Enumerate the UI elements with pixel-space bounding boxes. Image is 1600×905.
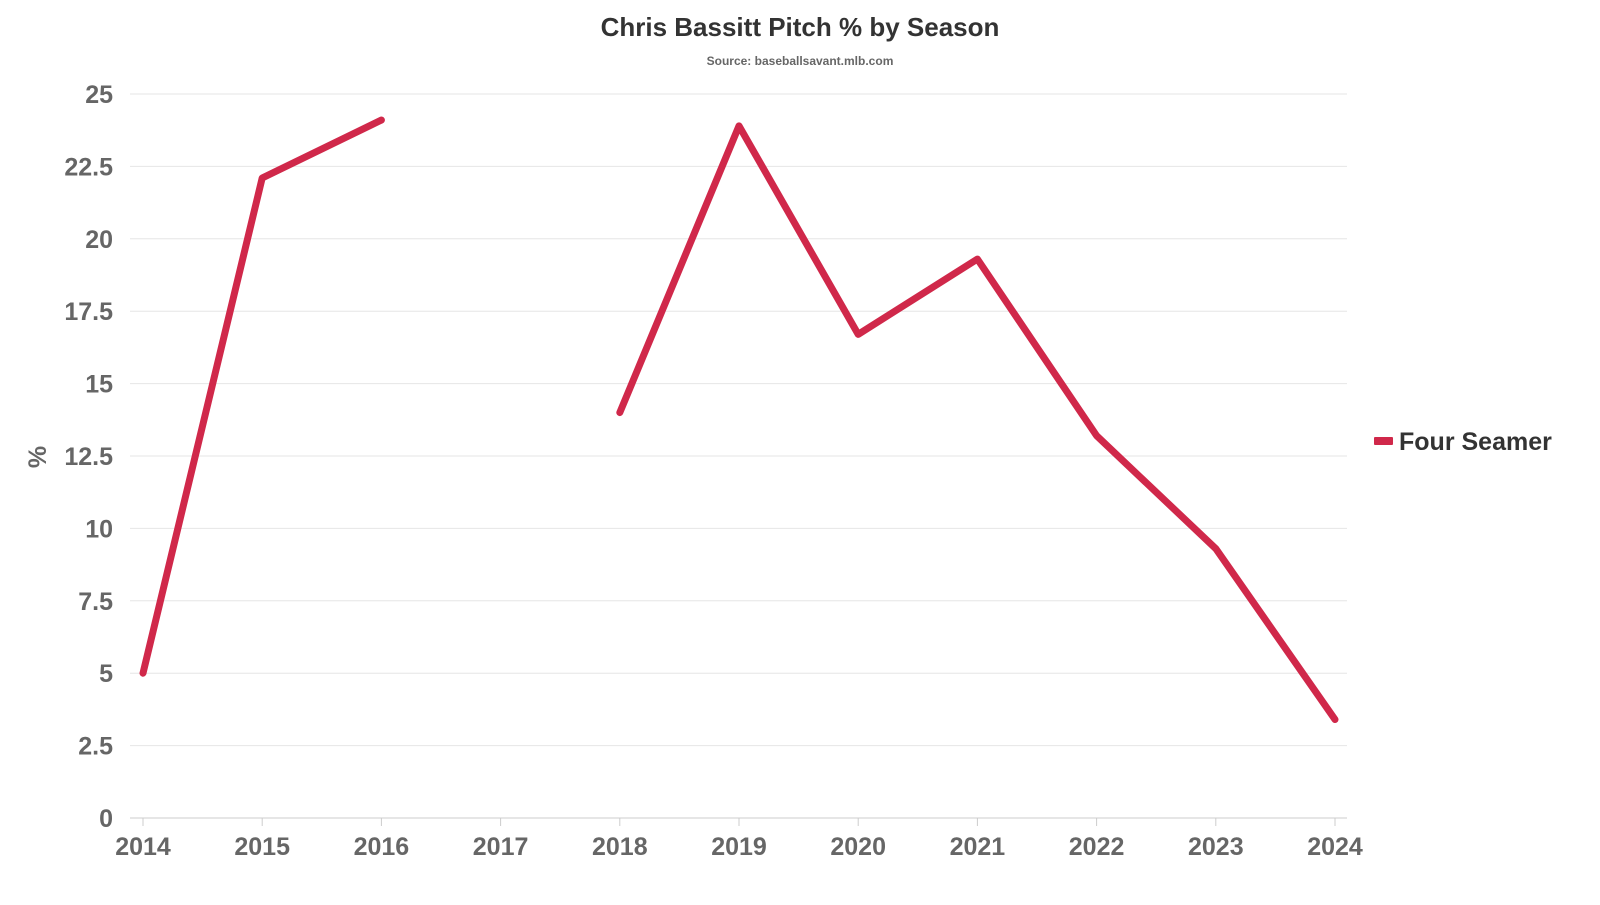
y-tick-label: 20 [85,226,113,254]
y-tick-label: 10 [85,515,113,543]
series-line-segment [143,120,381,673]
y-tick-label: 25 [85,81,113,109]
y-tick-label: 12.5 [64,443,113,471]
x-tick-label: 2023 [1188,833,1244,861]
x-tick-label: 2018 [592,833,648,861]
x-tick-label: 2021 [950,833,1006,861]
y-tick-label: 0 [99,805,113,833]
chart-subtitle: Source: baseballsavant.mlb.com [707,54,894,68]
y-tick-label: 5 [99,660,113,688]
x-tick-label: 2017 [473,833,529,861]
y-axis-label: % [24,446,52,468]
x-tick-label: 2019 [711,833,767,861]
chart-title: Chris Bassitt Pitch % by Season [601,12,1000,42]
legend: Four Seamer [1374,428,1552,456]
x-tick-label: 2022 [1069,833,1125,861]
x-tick-label: 2024 [1307,833,1363,861]
legend-swatch [1374,437,1393,445]
y-tick-label: 17.5 [64,298,113,326]
y-tick-label: 22.5 [64,153,113,181]
x-tick-label: 2015 [234,833,290,861]
legend-label[interactable]: Four Seamer [1399,428,1552,456]
x-tick-label: 2020 [830,833,886,861]
y-tick-label: 2.5 [78,733,113,761]
y-tick-label: 15 [85,371,113,399]
x-tick-label: 2014 [115,833,171,861]
series-line-segment [620,126,1335,720]
y-tick-label: 7.5 [78,588,113,616]
x-tick-label: 2016 [354,833,410,861]
